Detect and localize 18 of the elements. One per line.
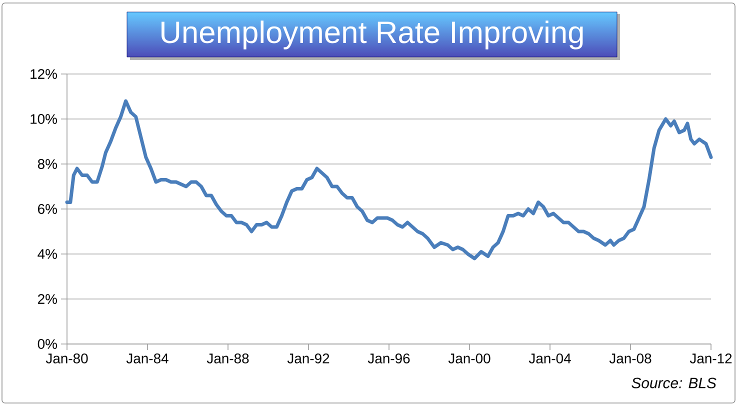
x-tick-label: Jan-12: [690, 354, 732, 364]
y-tick-label: 10%: [30, 114, 57, 124]
chart-title: Unemployment Rate Improving: [162, 20, 583, 50]
x-tick-label: Jan-04: [528, 354, 571, 364]
source-note: Source: BLS: [632, 378, 716, 388]
x-tick-label: Jan-80: [46, 354, 88, 364]
x-tick-label: Jan-08: [609, 354, 652, 364]
x-tick-label: Jan-88: [206, 354, 249, 364]
y-tick-label: 8%: [38, 159, 57, 169]
y-tick-label: 2%: [38, 294, 57, 304]
y-tick-label: 6%: [38, 204, 57, 214]
x-tick-label: Jan-96: [368, 354, 410, 364]
y-tick-label: 4%: [38, 249, 57, 259]
y-tick-label: 0%: [38, 339, 57, 349]
y-tick-label: 12%: [30, 69, 57, 79]
x-tick-label: Jan-00: [448, 354, 490, 364]
x-tick-label: Jan-92: [287, 354, 330, 364]
x-tick-label: Jan-84: [126, 354, 168, 364]
